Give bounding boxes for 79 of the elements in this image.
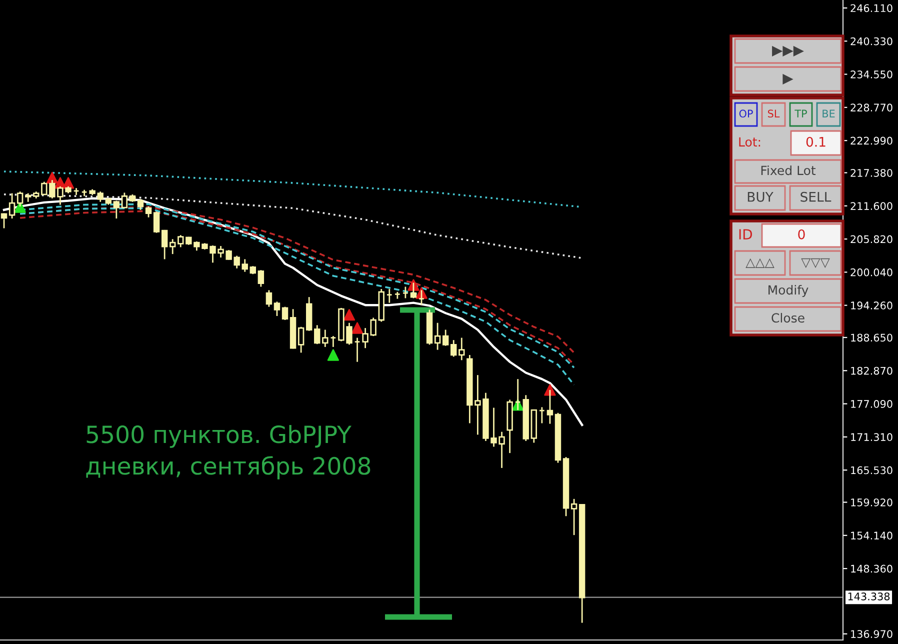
candlestick (266, 289, 272, 308)
y-tick-label: 171.310 (851, 433, 892, 442)
y-tick-label: 217.380 (850, 168, 892, 177)
annotation: Fixed Lot (761, 165, 816, 176)
annotation: ▽▽▽ (801, 258, 830, 268)
y-tick-label: 165.530 (851, 466, 892, 474)
y-tick-label: 194.260 (851, 302, 892, 310)
candlestick (322, 329, 328, 348)
line-series (3, 194, 583, 259)
annotation: BE (822, 110, 835, 118)
annotation: Close (772, 312, 804, 323)
candlestick (442, 329, 449, 346)
annotation: ID (739, 229, 752, 240)
y-tick-label: 177.090 (851, 400, 892, 408)
line-series (2, 197, 584, 426)
y-tick-label: 200.040 (850, 268, 892, 276)
candlestick (178, 234, 184, 248)
candlestick (410, 282, 417, 299)
annotation: BUY (748, 192, 774, 202)
candlestick (546, 389, 554, 424)
candlestick (570, 498, 578, 536)
y-tick-label: 246.110 (850, 4, 892, 12)
candlestick (0, 212, 8, 229)
y-tick-label: 136.970 (851, 630, 892, 638)
y-tick-label: 154.140 (851, 532, 892, 540)
candlestick (418, 289, 425, 306)
candlestick (386, 288, 392, 304)
candlestick (402, 286, 409, 299)
point (351, 322, 364, 334)
candlestick (161, 229, 168, 260)
y-tick-label: 148.360 (851, 564, 892, 573)
annotation: SELL (800, 192, 832, 202)
y-tick-label: 240.330 (850, 37, 892, 46)
candlestick (170, 238, 176, 255)
point (327, 349, 340, 361)
candlestick (121, 192, 128, 209)
candlestick (450, 339, 457, 358)
candlestick (145, 206, 152, 218)
y-tick-label: 182.870 (851, 366, 892, 375)
candlestick (16, 190, 24, 208)
candlestick (258, 269, 264, 288)
y-tick-label: 211.600 (850, 202, 892, 210)
candlestick (314, 324, 320, 345)
annotation: 0.1 (806, 136, 826, 147)
candlestick (274, 300, 280, 317)
candlestick (97, 190, 104, 203)
annotation: ▶ (782, 74, 794, 85)
candlestick (434, 322, 441, 351)
candlestick (298, 326, 304, 354)
annotation: Modify (768, 284, 808, 298)
candlestick (514, 378, 521, 411)
candlestick (330, 335, 336, 348)
annotation: TP (794, 110, 807, 118)
y-tick-label: 234.550 (850, 70, 892, 78)
candlestick (8, 192, 16, 220)
y-tick-label: 159.920 (851, 498, 892, 506)
annotation: Lot: (739, 137, 760, 147)
point (544, 384, 556, 396)
candlestick (458, 337, 465, 361)
y-tick-label: 228.770 (850, 104, 892, 112)
point (343, 308, 356, 321)
y-tick-label: 222.990 (850, 136, 892, 145)
annotation: ▶▶▶ (772, 46, 804, 57)
y-tick-label: 188.650 (851, 334, 892, 342)
candlestick (113, 200, 120, 220)
annotation: 0 (798, 229, 805, 240)
candlestick (538, 406, 546, 424)
candlestick (242, 258, 248, 273)
candlestick (282, 306, 288, 321)
ref-line-label: 143.338 (848, 592, 890, 600)
candlestick (153, 210, 160, 234)
candlestick (137, 198, 144, 211)
annotation: SL (768, 110, 780, 118)
annotation: 5500 пунктов. GbPJPY дневки, сентябрь 2008 (86, 425, 370, 480)
candlestick (73, 187, 80, 196)
y-tick-label: 205.820 (850, 235, 892, 244)
annotation: OP (739, 110, 753, 118)
candlestick (354, 337, 360, 363)
annotation: △△△ (746, 258, 774, 268)
